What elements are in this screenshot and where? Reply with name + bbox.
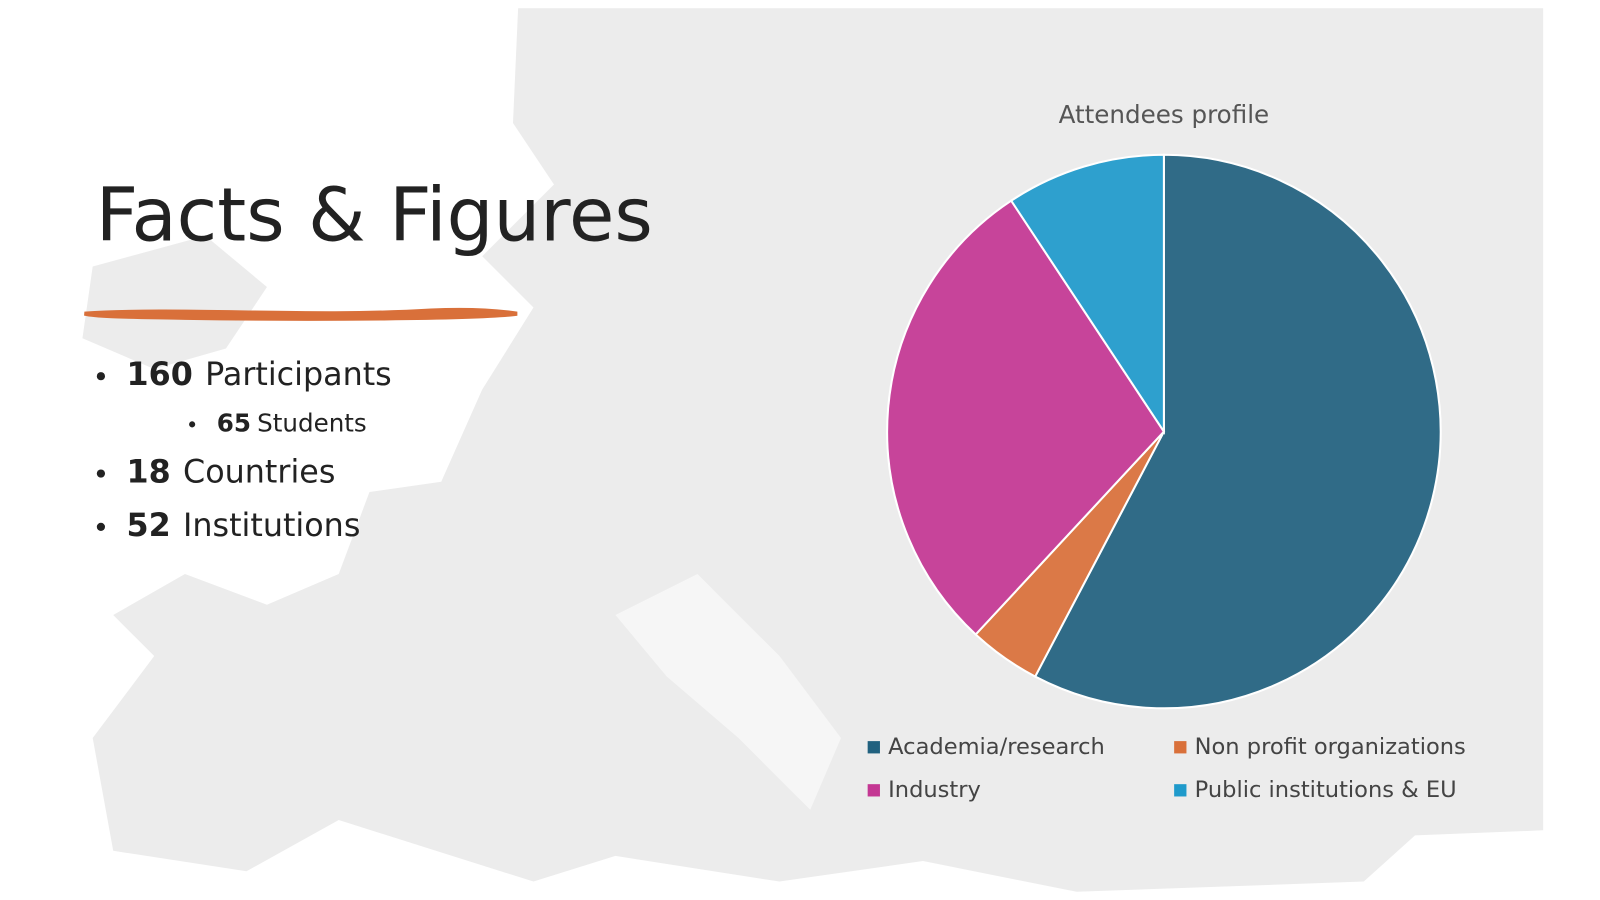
bullet-dot <box>96 522 106 531</box>
bullet-label: Countries <box>183 455 335 491</box>
pie-slice <box>1009 153 1165 435</box>
chart-title: Attendees profile <box>1059 100 1270 129</box>
bullet-label: Students <box>257 408 367 437</box>
pie <box>886 153 1442 710</box>
bullet-number: 65 <box>217 408 251 437</box>
bullet-dot <box>189 421 196 428</box>
bullet-text: 160 Participants <box>127 357 392 393</box>
bullet-number: 52 <box>127 508 171 544</box>
legend: Academia/research Non profit organization… <box>867 734 1466 803</box>
bullet-dot <box>96 372 106 381</box>
legend-swatch <box>1174 741 1187 754</box>
pie-slice <box>1033 153 1442 710</box>
bullet-label: Participants <box>205 357 392 393</box>
bullet-number: 18 <box>127 455 171 491</box>
pie-slice <box>886 199 1166 636</box>
legend-swatch <box>867 784 880 797</box>
bullet-text: 52 Institutions <box>127 508 361 544</box>
bullet-list: 160 Participants 65 Students 18 Countries 52 In… <box>96 357 392 544</box>
bullet-text: 65 Students <box>217 408 367 437</box>
legend-swatch <box>1174 784 1187 797</box>
legend-label: Industry <box>888 777 981 803</box>
bullet-label: Institutions <box>183 508 360 544</box>
legend-label: Academia/research <box>888 734 1105 760</box>
legend-label: Public institutions & EU <box>1195 777 1457 803</box>
legend-swatch <box>867 741 880 754</box>
bullet-number: 160 <box>127 357 193 393</box>
title-underline <box>84 307 518 321</box>
bullet-dot <box>96 469 106 478</box>
bullet-text: 18 Countries <box>127 455 336 491</box>
slide-title: Facts & Figures <box>96 172 653 258</box>
legend-label: Non profit organizations <box>1195 734 1466 760</box>
